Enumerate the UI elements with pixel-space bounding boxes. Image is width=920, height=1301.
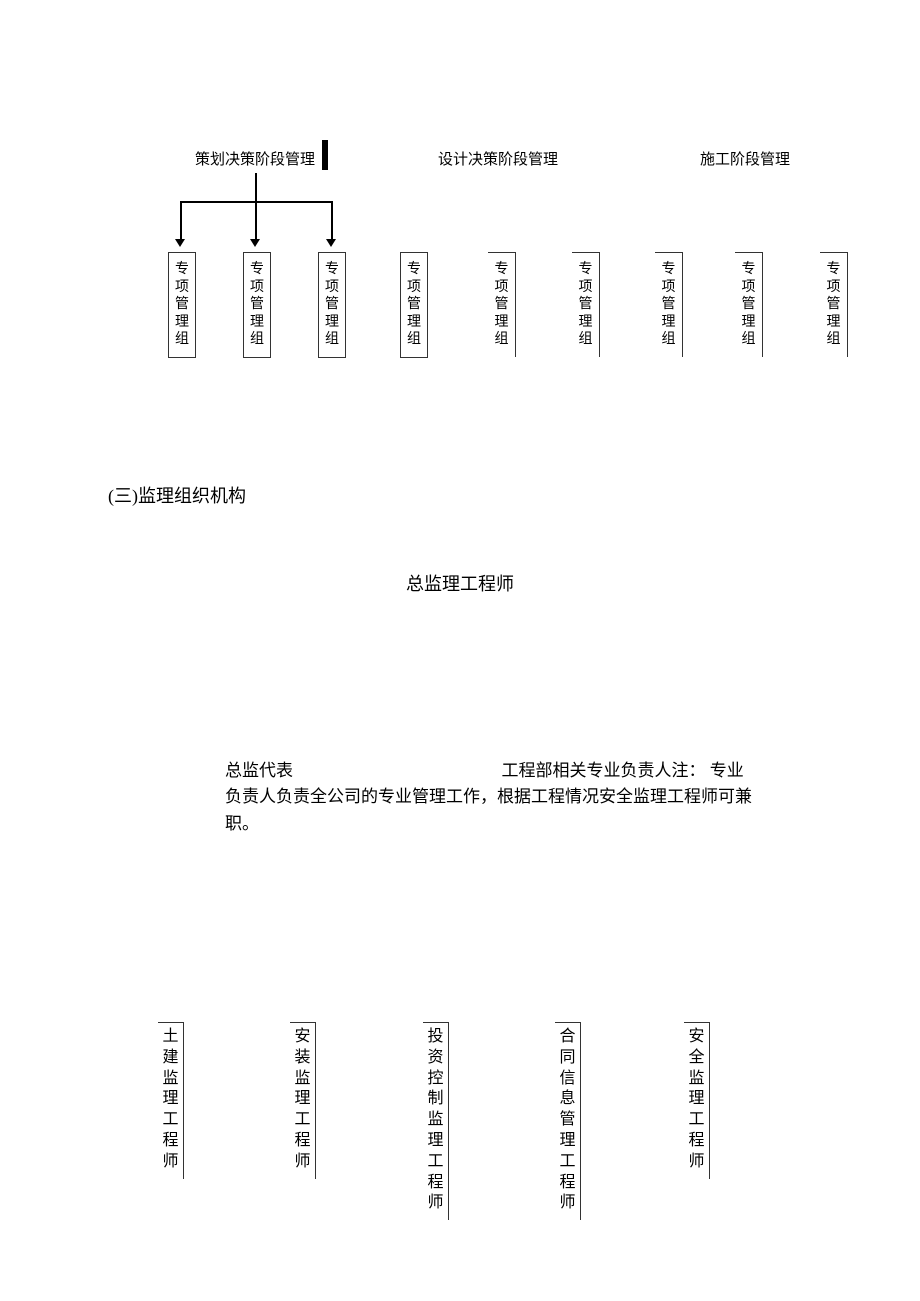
engineer-role-box: 合同信息管理工程师	[555, 1022, 581, 1220]
phase-stub-bar	[322, 140, 328, 170]
group-box: 专项管理组	[168, 252, 196, 358]
group-box: 专项管理组	[735, 252, 763, 357]
body-paragraph: 总监代表 工程部相关专业负责人注： 专业负责人负责全公司的专业管理工作，根据工程…	[225, 758, 755, 837]
engineer-role-box: 投资控制监理工程师	[423, 1022, 449, 1220]
tree-drop-3	[331, 201, 333, 239]
group-box: 专项管理组	[243, 252, 271, 358]
tree-arrow-2	[250, 239, 260, 247]
engineer-role-box: 安装监理工程师	[290, 1022, 316, 1179]
body-left-label: 总监代表	[225, 761, 293, 780]
tree-arrow-3	[326, 239, 336, 247]
group-box: 专项管理组	[655, 252, 683, 357]
group-box: 专项管理组	[400, 252, 428, 358]
tree-drop-1	[180, 201, 182, 239]
phase-label-2: 设计决策阶段管理	[438, 148, 558, 169]
body-right-label: 工程部相关专业负责人注：	[502, 761, 706, 780]
tree-arrow-1	[175, 239, 185, 247]
phase-label-1: 策划决策阶段管理	[195, 148, 315, 169]
group-box: 专项管理组	[820, 252, 848, 357]
engineer-role-box: 安全监理工程师	[684, 1022, 710, 1179]
section-heading: (三)监理组织机构	[108, 482, 246, 508]
phase-label-3: 施工阶段管理	[700, 148, 790, 169]
tree-stem	[255, 173, 257, 201]
group-box: 专项管理组	[572, 252, 600, 357]
chief-engineer-title: 总监理工程师	[0, 570, 920, 596]
tree-drop-2	[255, 201, 257, 239]
group-box: 专项管理组	[318, 252, 346, 358]
group-box: 专项管理组	[488, 252, 516, 357]
engineer-role-box: 土建监理工程师	[158, 1022, 184, 1179]
